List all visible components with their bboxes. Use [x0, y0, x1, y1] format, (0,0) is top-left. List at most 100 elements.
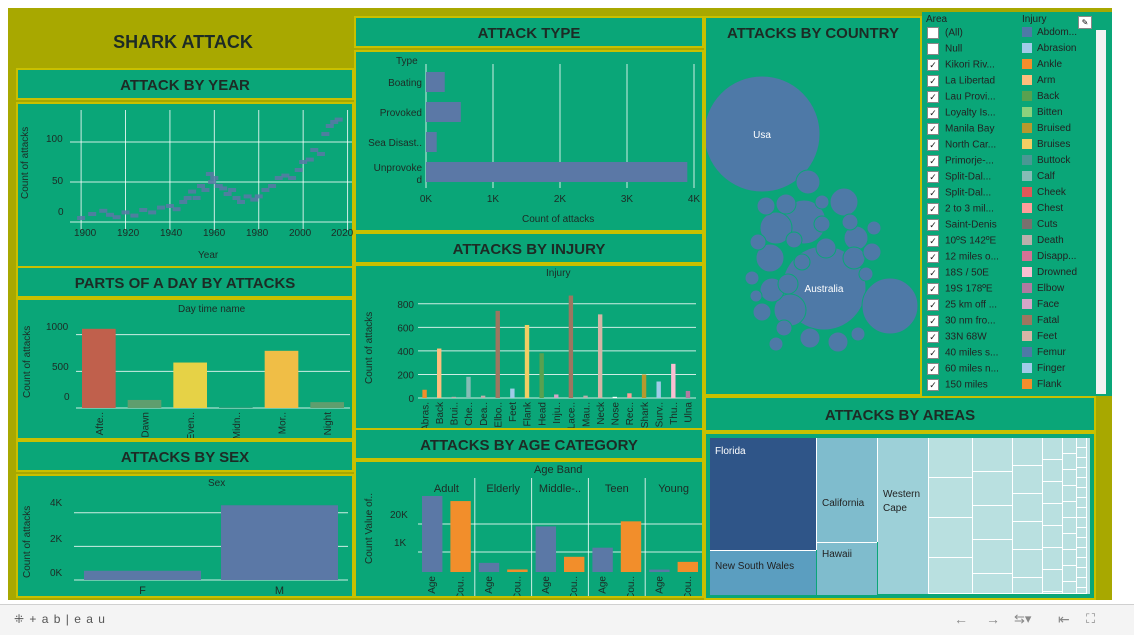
treemap-small-tile[interactable] [1063, 486, 1077, 502]
checkbox-checked-icon[interactable]: ✓ [927, 347, 939, 359]
treemap-small-tile[interactable] [1013, 494, 1043, 522]
treemap-small-tile[interactable] [973, 438, 1013, 472]
tableau-logo[interactable]: ⁜ + a b | e a u [14, 612, 106, 626]
checkbox-empty-icon[interactable] [927, 43, 939, 55]
treemap-small-tile[interactable] [1043, 592, 1063, 594]
injury-legend-item[interactable]: Arm [1022, 75, 1112, 91]
treemap-small-tile[interactable] [1077, 578, 1087, 588]
injury-legend-item[interactable]: Buttock [1022, 155, 1112, 171]
checkbox-empty-icon[interactable] [927, 27, 939, 39]
revert-icon[interactable]: ⇤ [1058, 611, 1070, 627]
treemap-small-tile[interactable] [1043, 460, 1063, 482]
treemap-small-tile[interactable] [1043, 526, 1063, 548]
treemap-small-tile[interactable] [1043, 504, 1063, 526]
treemap-small-tile[interactable] [973, 574, 1013, 594]
injury-legend-item[interactable]: Feet [1022, 331, 1112, 347]
injury-legend-item[interactable]: Abrasion [1022, 43, 1112, 59]
treemap-small-tile[interactable] [1043, 482, 1063, 504]
treemap-small-tile[interactable] [1077, 528, 1087, 538]
treemap-small-tile[interactable] [1013, 550, 1043, 578]
injury-legend-item[interactable]: Ankle [1022, 59, 1112, 75]
area-filter-item[interactable]: ✓ 12 miles o... [927, 251, 1018, 267]
injury-legend-item[interactable]: Bruised [1022, 123, 1112, 139]
treemap-small-tile[interactable] [1077, 468, 1087, 478]
checkbox-checked-icon[interactable]: ✓ [927, 379, 939, 391]
treemap-small-tile[interactable] [929, 518, 973, 558]
checkbox-checked-icon[interactable]: ✓ [927, 59, 939, 71]
checkbox-checked-icon[interactable]: ✓ [927, 91, 939, 103]
treemap-small-tile[interactable] [929, 558, 973, 594]
checkbox-checked-icon[interactable]: ✓ [927, 123, 939, 135]
injury-legend-item[interactable]: Cheek [1022, 187, 1112, 203]
injury-legend-item[interactable]: Flank [1022, 379, 1112, 395]
treemap-small-tile[interactable] [1013, 578, 1043, 594]
checkbox-checked-icon[interactable]: ✓ [927, 107, 939, 119]
legend-scrollbar[interactable] [1096, 30, 1106, 394]
treemap-california[interactable]: California [817, 438, 878, 542]
checkbox-checked-icon[interactable]: ✓ [927, 171, 939, 183]
treemap-small-tile[interactable] [1043, 438, 1063, 460]
checkbox-checked-icon[interactable]: ✓ [927, 139, 939, 151]
treemap-small-tile[interactable] [1077, 568, 1087, 578]
fullscreen-icon[interactable]: ⛶ [1086, 611, 1096, 626]
area-filter-item[interactable]: ✓ Loyalty Is... [927, 107, 1018, 123]
area-filter-item[interactable]: ✓ 19S 178ºE [927, 283, 1018, 299]
treemap-small-tile[interactable] [1063, 518, 1077, 534]
treemap-other-areas[interactable] [929, 438, 1090, 594]
treemap-small-tile[interactable] [929, 478, 973, 518]
area-filter-item[interactable]: ✓ Primorje-... [927, 155, 1018, 171]
clear-filter-icon[interactable]: ✎ [1078, 16, 1092, 29]
checkbox-checked-icon[interactable]: ✓ [927, 267, 939, 279]
injury-legend-item[interactable]: Bitten [1022, 107, 1112, 123]
treemap-western-cape[interactable]: Western Cape [878, 438, 929, 594]
redo-icon[interactable]: → [986, 611, 1000, 627]
treemap-small-tile[interactable] [1013, 522, 1043, 550]
treemap-small-tile[interactable] [1063, 438, 1077, 454]
checkbox-checked-icon[interactable]: ✓ [927, 235, 939, 247]
checkbox-checked-icon[interactable]: ✓ [927, 75, 939, 87]
treemap-small-tile[interactable] [1077, 518, 1087, 528]
checkbox-checked-icon[interactable]: ✓ [927, 315, 939, 327]
checkbox-checked-icon[interactable]: ✓ [927, 299, 939, 311]
undo-icon[interactable]: ← [954, 611, 968, 627]
area-filter-item[interactable]: ✓ 33N 68W [927, 331, 1018, 347]
treemap-small-tile[interactable] [1077, 558, 1087, 568]
area-filter-item[interactable]: ✓ 10ºS 142ºE [927, 235, 1018, 251]
checkbox-checked-icon[interactable]: ✓ [927, 203, 939, 215]
area-filter-item[interactable]: ✓ Lau Provi... [927, 91, 1018, 107]
injury-legend-item[interactable]: Disapp... [1022, 251, 1112, 267]
checkbox-checked-icon[interactable]: ✓ [927, 187, 939, 199]
treemap-small-tile[interactable] [929, 438, 973, 478]
treemap-small-tile[interactable] [973, 472, 1013, 506]
injury-legend-item[interactable]: Back [1022, 91, 1112, 107]
injury-legend-item[interactable]: Elbow [1022, 283, 1112, 299]
checkbox-checked-icon[interactable]: ✓ [927, 219, 939, 231]
treemap-small-tile[interactable] [1077, 538, 1087, 548]
injury-legend-item[interactable]: Death [1022, 235, 1112, 251]
injury-legend-item[interactable]: Cuts [1022, 219, 1112, 235]
treemap-small-tile[interactable] [1063, 566, 1077, 582]
treemap-small-tile[interactable] [1077, 448, 1087, 458]
area-filter-item[interactable]: ✓ Manila Bay [927, 123, 1018, 139]
injury-legend-item[interactable]: Abdom... [1022, 27, 1112, 43]
area-filter-item[interactable]: ✓ Split-Dal... [927, 171, 1018, 187]
area-filter-item[interactable]: ✓ 60 miles n... [927, 363, 1018, 379]
checkbox-checked-icon[interactable]: ✓ [927, 283, 939, 295]
area-filter-item[interactable]: ✓ 150 miles [927, 379, 1018, 395]
area-filter-item[interactable]: ✓ 2 to 3 mil... [927, 203, 1018, 219]
injury-legend-item[interactable]: Fatal [1022, 315, 1112, 331]
treemap-small-tile[interactable] [973, 506, 1013, 540]
treemap-small-tile[interactable] [1063, 534, 1077, 550]
checkbox-checked-icon[interactable]: ✓ [927, 251, 939, 263]
share-icon[interactable]: ⇆▾ [1014, 611, 1032, 626]
treemap-small-tile[interactable] [1077, 508, 1087, 518]
treemap-small-tile[interactable] [1013, 466, 1043, 494]
treemap-small-tile[interactable] [1063, 454, 1077, 470]
area-filter-item[interactable]: (All) [927, 27, 1018, 43]
treemap-small-tile[interactable] [1077, 548, 1087, 558]
treemap-small-tile[interactable] [1063, 550, 1077, 566]
treemap-small-tile[interactable] [1043, 548, 1063, 570]
injury-legend-item[interactable]: Calf [1022, 171, 1112, 187]
treemap-small-tile[interactable] [1043, 570, 1063, 592]
area-filter-item[interactable]: Null [927, 43, 1018, 59]
